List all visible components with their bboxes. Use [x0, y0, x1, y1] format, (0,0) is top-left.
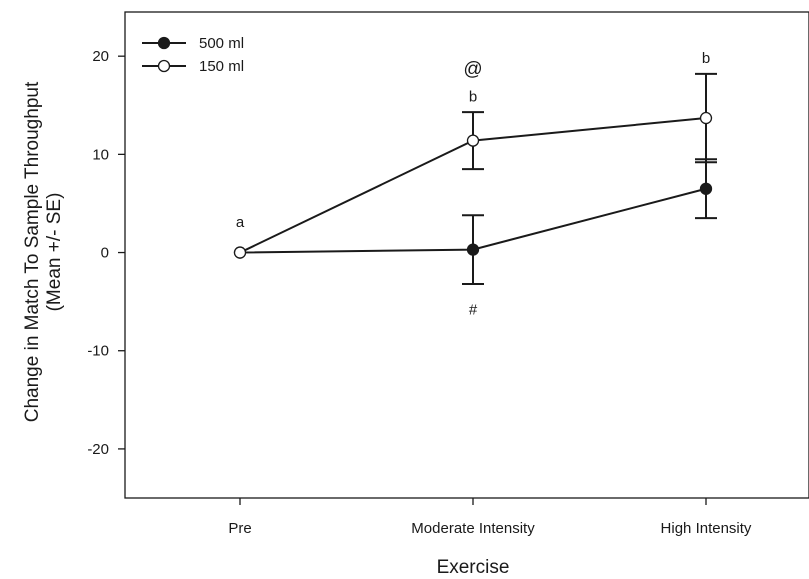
y-tick-label: 10: [92, 146, 109, 163]
data-point: [699, 111, 713, 125]
data-point: [466, 243, 480, 256]
x-axis-title: Exercise: [437, 557, 510, 578]
series-layer: [233, 72, 717, 285]
series-500ml: [233, 158, 717, 285]
legend-marker-150ml: [157, 59, 171, 73]
annotation-label: b: [469, 88, 477, 105]
x-axis: Pre Moderate Intensity High Intensity: [228, 498, 752, 537]
legend-marker-500ml: [157, 36, 171, 50]
annotation-label: @: [463, 59, 482, 80]
data-point: [466, 134, 480, 147]
annotation-label: b: [702, 50, 710, 67]
x-tick-label: Pre: [228, 520, 251, 537]
legend-label-150ml: 150 ml: [199, 58, 244, 75]
legend-item-150ml: 150 ml: [142, 58, 244, 75]
y-axis-title-line1: Change in Match To Sample Throughput: [22, 81, 43, 422]
y-tick-label: 0: [101, 245, 109, 262]
legend-label-500ml: 500 ml: [199, 35, 244, 52]
legend-item-500ml: 500 ml: [142, 35, 244, 52]
y-tick-label: -10: [87, 343, 109, 360]
x-tick-label: Moderate Intensity: [411, 520, 535, 537]
annotations: a @ b # b: [236, 50, 710, 318]
y-axis: -20 -10 0 10 20: [87, 48, 125, 458]
data-point: [699, 182, 713, 195]
y-tick-label: 20: [92, 48, 109, 65]
annotation-label: #: [469, 301, 478, 318]
data-point: [233, 246, 247, 259]
series-150ml: [233, 72, 717, 259]
annotation-label: a: [236, 214, 245, 231]
y-axis-title-line2: (Mean +/- SE): [44, 193, 65, 312]
plot-frame: [124, 11, 809, 499]
x-tick-label: High Intensity: [661, 520, 752, 537]
legend: 500 ml 150 ml: [142, 35, 244, 75]
y-tick-label: -20: [87, 441, 109, 458]
